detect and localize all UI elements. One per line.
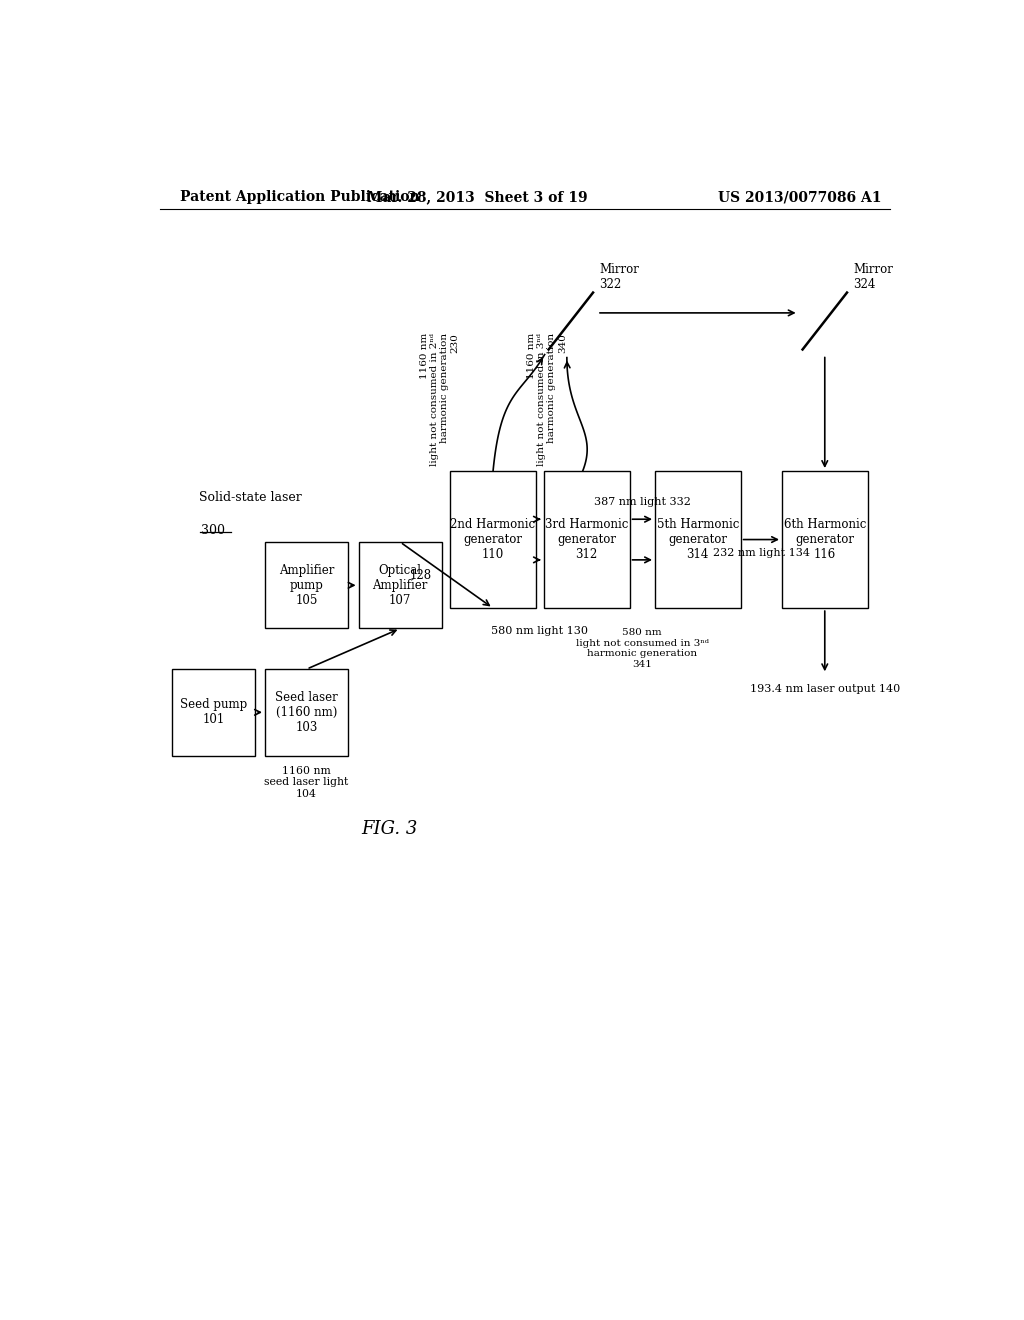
Text: 2nd Harmonic
generator
110: 2nd Harmonic generator 110 [451, 517, 536, 561]
Bar [172, 669, 255, 755]
Text: FIG. 3: FIG. 3 [361, 820, 418, 838]
Text: 1160 nm
light not consumed in 2ⁿᵈ
harmonic generation
230: 1160 nm light not consumed in 2ⁿᵈ harmon… [420, 333, 460, 466]
Text: 232 nm light 134: 232 nm light 134 [713, 548, 810, 557]
Text: 1160 nm
seed laser light
104: 1160 nm seed laser light 104 [264, 766, 349, 799]
Text: 1160 nm
light not consumed in 3ⁿᵈ
harmonic generation
340: 1160 nm light not consumed in 3ⁿᵈ harmon… [526, 333, 567, 466]
Text: 6th Harmonic
generator
116: 6th Harmonic generator 116 [783, 517, 866, 561]
Bar [451, 471, 536, 609]
Text: Amplifier
pump
105: Amplifier pump 105 [279, 564, 334, 607]
Text: Mar. 28, 2013  Sheet 3 of 19: Mar. 28, 2013 Sheet 3 of 19 [367, 190, 588, 205]
Text: 580 nm light 130: 580 nm light 130 [492, 627, 589, 636]
Text: Patent Application Publication: Patent Application Publication [179, 190, 419, 205]
Text: 5th Harmonic
generator
314: 5th Harmonic generator 314 [656, 517, 739, 561]
Text: Mirror
322: Mirror 322 [599, 263, 639, 290]
Bar [265, 669, 348, 755]
Text: 128: 128 [410, 569, 432, 582]
Bar [358, 543, 442, 628]
Bar [782, 471, 867, 609]
Text: Seed pump
101: Seed pump 101 [180, 698, 248, 726]
Text: 387 nm light 332: 387 nm light 332 [594, 498, 691, 507]
Text: US 2013/0077086 A1: US 2013/0077086 A1 [719, 190, 882, 205]
Bar [655, 471, 740, 609]
Text: 300: 300 [201, 524, 225, 537]
Text: Solid-state laser: Solid-state laser [200, 491, 302, 504]
Text: 3rd Harmonic
generator
312: 3rd Harmonic generator 312 [545, 517, 629, 561]
Text: 580 nm
light not consumed in 3ⁿᵈ
harmonic generation
341: 580 nm light not consumed in 3ⁿᵈ harmoni… [575, 628, 709, 669]
Text: Mirror
324: Mirror 324 [853, 263, 893, 290]
Text: Seed laser
(1160 nm)
103: Seed laser (1160 nm) 103 [275, 690, 338, 734]
Bar [265, 543, 348, 628]
Bar [544, 471, 630, 609]
Text: Optical
Amplifier
107: Optical Amplifier 107 [373, 564, 428, 607]
Text: 193.4 nm laser output 140: 193.4 nm laser output 140 [750, 684, 900, 694]
